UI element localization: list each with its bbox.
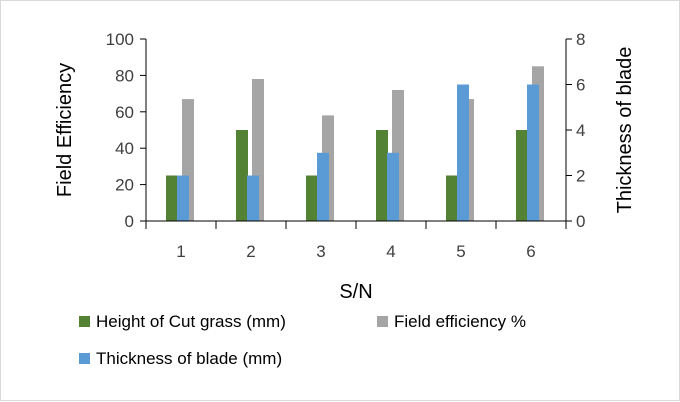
x-tick-label: 4 — [386, 242, 395, 261]
y-tick-label: 100 — [106, 30, 134, 49]
y2-tick-label: 4 — [576, 121, 585, 140]
y2-tick-label: 6 — [576, 76, 585, 95]
x-axis-title: S/N — [339, 281, 372, 303]
y-axis-title: Field Efficiency — [54, 63, 76, 197]
legend-swatch-field-efficiency — [377, 316, 388, 327]
x-tick-label: 3 — [316, 242, 325, 261]
bar-height-of-cut-grass-mm-6 — [516, 130, 528, 221]
ticks-layer: 0 20 40 60 80 100 0 2 4 6 8 1 2 3 4 5 6 — [106, 30, 586, 261]
legend-swatch-height-of-cut-grass — [79, 316, 90, 327]
bar-height-of-cut-grass-mm-5 — [446, 175, 458, 221]
legend-label-height-of-cut-grass: Height of Cut grass (mm) — [96, 312, 286, 331]
y2-tick-label: 2 — [576, 167, 585, 186]
bar-thickness-of-blade-mm-6 — [527, 84, 539, 221]
y-tick-label: 40 — [115, 139, 134, 158]
bar-thickness-of-blade-mm-1 — [177, 175, 189, 221]
bar-thickness-of-blade-mm-3 — [317, 152, 329, 222]
y2-tick-label: 0 — [576, 212, 585, 231]
bar-height-of-cut-grass-mm-3 — [306, 175, 318, 221]
bar-thickness-of-blade-mm-2 — [247, 175, 259, 221]
bars-layer — [166, 66, 544, 222]
axes-layer — [145, 39, 567, 222]
y-tick-label: 80 — [115, 66, 134, 85]
bar-height-of-cut-grass-mm-4 — [376, 130, 388, 221]
x-tick-label: 2 — [246, 242, 255, 261]
bar-height-of-cut-grass-mm-1 — [166, 175, 178, 221]
legend: Height of Cut grass (mm) Field efficienc… — [79, 312, 526, 368]
y-tick-label: 20 — [115, 176, 134, 195]
bar-height-of-cut-grass-mm-2 — [236, 130, 248, 221]
x-tick-label: 1 — [176, 242, 185, 261]
y-tick-label: 0 — [125, 212, 134, 231]
y-tick-label: 60 — [115, 103, 134, 122]
y2-tick-label: 8 — [576, 30, 585, 49]
bar-thickness-of-blade-mm-5 — [457, 84, 469, 221]
legend-label-thickness-of-blade: Thickness of blade (mm) — [96, 349, 282, 368]
x-tick-label: 5 — [456, 242, 465, 261]
legend-swatch-thickness-of-blade — [79, 353, 90, 364]
y2-axis-title: Thickness of blade — [614, 47, 636, 214]
bar-thickness-of-blade-mm-4 — [387, 152, 399, 222]
legend-label-field-efficiency: Field efficiency % — [394, 312, 526, 331]
x-tick-label: 6 — [526, 242, 535, 261]
